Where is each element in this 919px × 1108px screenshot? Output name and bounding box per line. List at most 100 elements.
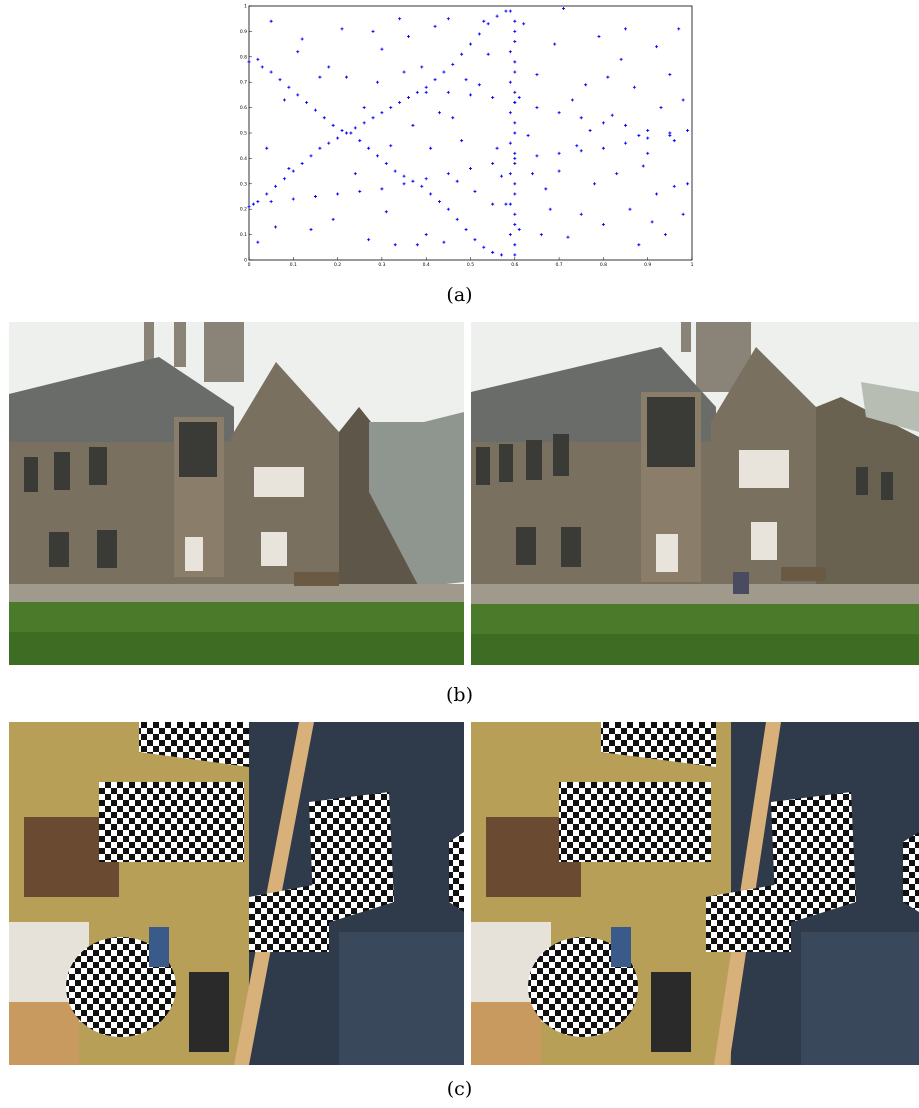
- scatter-point: [398, 101, 402, 105]
- x-tick-label: 0.9: [644, 262, 651, 268]
- scatter-point: [460, 139, 464, 143]
- scatter-point: [624, 141, 628, 145]
- y-tick-label: 1: [244, 4, 247, 10]
- x-tick-label: 0.7: [556, 262, 563, 268]
- scatter-point: [437, 200, 441, 204]
- scatter-point: [344, 75, 348, 79]
- scatter-point: [548, 207, 552, 211]
- scatter-point: [433, 24, 437, 28]
- scatter-point: [331, 123, 335, 127]
- scatter-point: [282, 177, 286, 181]
- scatter-point: [336, 192, 340, 196]
- scatter-point: [508, 141, 512, 145]
- scatter-point: [513, 192, 517, 196]
- scatter-point: [384, 161, 388, 165]
- scatter-point: [349, 131, 353, 135]
- scatter-point: [362, 121, 366, 125]
- scatter-point: [331, 217, 335, 221]
- scatter-point: [446, 207, 450, 211]
- scatter-point: [544, 187, 548, 191]
- scatter-point: [389, 144, 393, 148]
- scatter-point: [593, 182, 597, 186]
- scatter-point: [411, 179, 415, 183]
- scatter-point: [491, 250, 495, 254]
- scatter-point: [632, 85, 636, 89]
- scatter-point: [686, 128, 690, 132]
- scatter-point: [522, 22, 526, 26]
- scatter-point: [486, 22, 490, 26]
- x-tick-label: 1: [691, 262, 694, 268]
- scatter-point: [517, 95, 521, 99]
- y-tick-label: 0: [244, 258, 247, 264]
- scatter-point: [513, 222, 517, 226]
- scatter-point: [406, 95, 410, 99]
- scatter-point: [424, 177, 428, 181]
- scatter-point: [668, 134, 672, 138]
- scatter-point: [508, 172, 512, 176]
- scatter-point: [402, 70, 406, 74]
- scatter-point: [557, 169, 561, 173]
- scatter-point: [424, 233, 428, 237]
- scatter-point: [300, 161, 304, 165]
- scatter-point: [424, 90, 428, 94]
- scatter-point: [384, 210, 388, 214]
- scatter-point: [429, 146, 433, 150]
- scatter-point: [451, 62, 455, 66]
- scatter-point: [513, 40, 517, 44]
- y-tick-label: 0.4: [240, 156, 247, 162]
- scatter-point: [247, 205, 251, 209]
- scatter-point: [575, 144, 579, 148]
- scatter-point: [256, 57, 260, 61]
- scatter-point: [265, 146, 269, 150]
- scatter-point: [513, 182, 517, 186]
- scatter-point: [615, 172, 619, 176]
- scatter-point: [469, 93, 472, 97]
- scatter-point: [375, 154, 379, 158]
- scatter-point: [313, 108, 317, 112]
- scatter-point: [469, 42, 472, 46]
- scatter-point: [668, 73, 672, 77]
- scatter-point: [606, 75, 610, 79]
- scatter-point: [641, 164, 645, 168]
- scatter-point: [313, 195, 317, 198]
- scatter-point: [513, 101, 517, 105]
- scatter-point: [650, 220, 654, 224]
- scatter-point: [380, 47, 384, 51]
- scatter-point: [668, 131, 672, 135]
- scatter-point: [402, 182, 406, 186]
- scatter-point: [464, 78, 468, 82]
- scatter-point: [517, 228, 521, 232]
- y-tick-label: 0.8: [240, 54, 247, 60]
- scatter-point: [247, 60, 251, 64]
- scatter-point: [415, 243, 419, 247]
- scatter-point: [624, 27, 628, 31]
- scatter-point: [672, 139, 676, 143]
- scatter-point: [513, 70, 517, 74]
- x-tick-label: 0.8: [600, 262, 607, 268]
- scatter-point: [429, 192, 433, 196]
- scatter-point: [491, 202, 495, 206]
- scatter-point: [455, 217, 459, 221]
- scatter-point: [513, 151, 517, 155]
- scatter-point: [309, 228, 313, 232]
- scatter-point: [504, 9, 508, 13]
- scatter-point: [256, 240, 260, 244]
- scatter-point: [500, 174, 504, 178]
- y-ticks: 0 0.1 0.2 0.3 0.4 0.5 0.6 0.7 0.8 0.9 1: [240, 4, 252, 264]
- scatter-point: [624, 123, 628, 127]
- scatter-point: [305, 101, 309, 105]
- x-tick-label: 0.1: [290, 262, 297, 268]
- scatter-point: [495, 146, 499, 150]
- scatter-point: [535, 73, 539, 77]
- scatter-point: [672, 184, 676, 188]
- scatter-point: [491, 161, 495, 165]
- scatter-point: [358, 189, 362, 193]
- scatter-point: [473, 189, 477, 193]
- x-ticks: 0 0.1 0.2 0.3 0.4 0.5 0.6 0.7 0.8 0.9 1: [248, 257, 694, 268]
- scatter-point: [327, 141, 331, 145]
- scatter-point: [274, 225, 278, 229]
- scatter-point: [535, 106, 539, 110]
- scatter-point: [566, 235, 570, 239]
- scatter-point: [380, 187, 384, 191]
- scatter-point: [318, 146, 322, 150]
